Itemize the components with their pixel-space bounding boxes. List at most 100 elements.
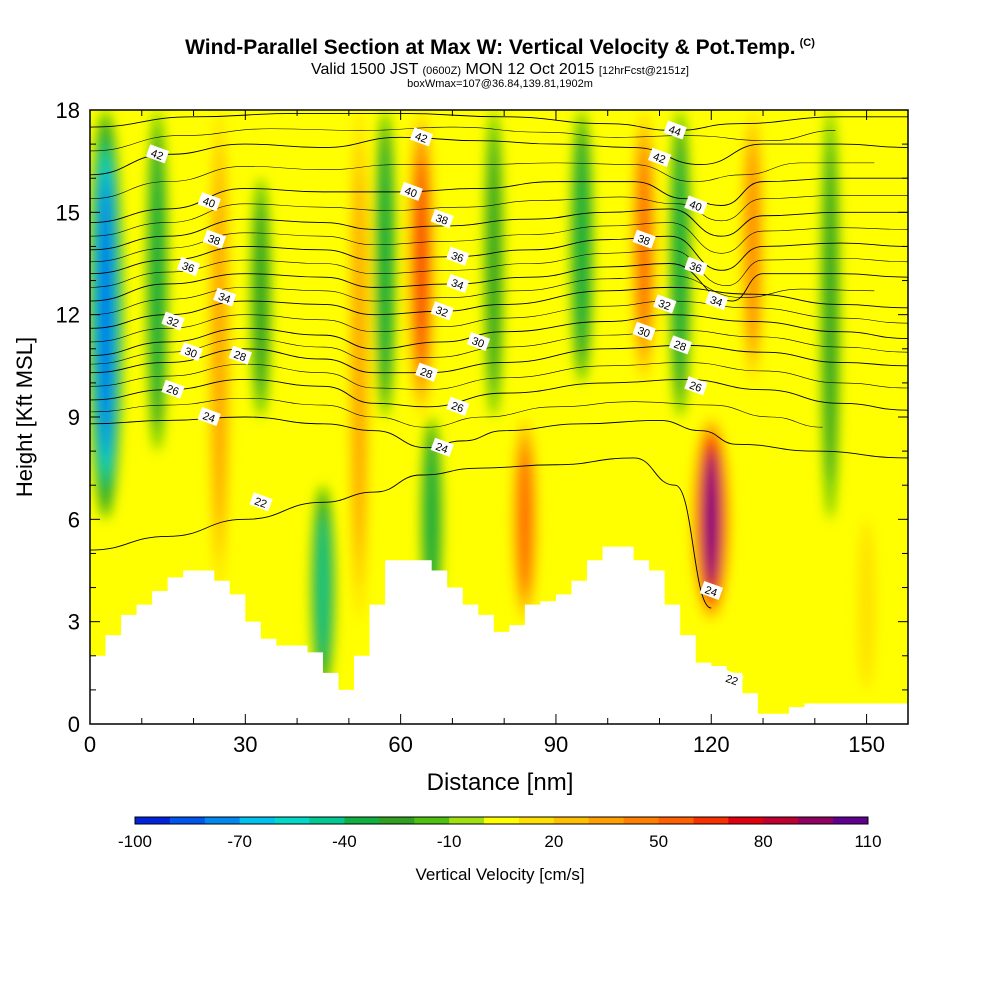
colorbar-tick-label: 20	[544, 832, 563, 851]
contour-label-text: 40	[688, 199, 704, 214]
theta-contour-22	[90, 457, 712, 609]
contour-label-text: 30	[470, 335, 486, 350]
contour-label-bg	[249, 492, 273, 512]
contour-label-15: 34	[446, 273, 470, 294]
contour-label-bg	[663, 120, 687, 140]
contour-label-bg	[161, 379, 185, 399]
y-tick-label: 9	[68, 405, 80, 430]
velocity-plume-4-level-3	[318, 515, 328, 660]
x-tick-label: 60	[388, 732, 412, 757]
contour-label-bg	[668, 335, 692, 355]
colorbar-swatch-17	[728, 817, 764, 824]
contour-label-bg	[653, 294, 677, 314]
contour-label-bg	[202, 229, 227, 249]
colorbar: -100 -70 -40 -10 20 50 80 110	[118, 816, 882, 851]
theta-contour-28	[90, 344, 908, 374]
contour-label-bg	[648, 147, 672, 167]
velocity-plume-2-level-2	[213, 171, 225, 527]
contour-label-21: 44	[663, 120, 687, 140]
colorbar-swatch-2	[204, 817, 241, 824]
contour-label-text: 42	[651, 151, 667, 166]
theta-contour-minor-10	[90, 126, 836, 152]
colorbar-tick-label: -70	[227, 832, 252, 851]
contour-label-text: 44	[667, 124, 683, 139]
forecast-info: [12hrFcst@2151z]	[598, 65, 689, 77]
contour-label-24: 38	[632, 229, 656, 249]
contour-label-9: 24	[197, 407, 221, 427]
colorbar-swatch-16	[693, 817, 729, 824]
contour-label-19: 26	[446, 396, 470, 416]
contour-label-13: 38	[430, 209, 454, 229]
contour-label-text: 40	[201, 195, 217, 210]
contour-label-text: 34	[216, 291, 232, 306]
velocity-plume-9-level-4	[520, 450, 530, 589]
contour-label-text: 28	[418, 366, 434, 381]
contour-label-12: 40	[399, 181, 423, 201]
contour-label-18: 28	[415, 362, 439, 382]
colorbar-tick-label: -40	[332, 832, 357, 851]
contour-label-3: 36	[176, 256, 201, 276]
x-axis-label: Distance [nm]	[427, 769, 574, 796]
theta-contour-42	[90, 136, 908, 176]
contour-label-text: 40	[403, 185, 419, 200]
colorbar-swatch-18	[763, 817, 799, 824]
velocity-plume-8-level-2	[426, 443, 437, 596]
theta-contour-minor-5	[90, 275, 875, 315]
contour-label-4: 34	[213, 287, 237, 307]
colorbar-swatch-0	[135, 817, 171, 824]
contour-label-bg	[632, 229, 656, 249]
contour-label-bg	[684, 376, 708, 396]
theta-contour-minor-2	[90, 362, 908, 391]
contour-label-text: 32	[434, 304, 450, 319]
copyright-mark: (C)	[799, 37, 815, 49]
theta-contour-44	[90, 112, 908, 131]
velocity-plume-17-level-0	[858, 519, 876, 690]
contour-label-bg	[684, 256, 708, 276]
contour-label-bg	[415, 362, 439, 382]
contour-label-text: 36	[688, 260, 704, 275]
velocity-plume-11-level-2	[576, 145, 588, 348]
velocity-plume-12-level-4	[639, 154, 649, 339]
contour-label-27: 32	[653, 294, 677, 314]
contour-label-bg	[409, 127, 434, 147]
theta-contour-minor-6	[90, 249, 908, 288]
theta-contour-26	[90, 379, 908, 411]
theta-contour-40	[90, 177, 908, 224]
contour-label-30: 26	[684, 376, 708, 396]
velocity-plume-0-level-7	[101, 185, 110, 444]
contour-label-text: 38	[434, 212, 450, 227]
contour-label-23: 40	[684, 195, 708, 215]
contour-label-bg	[430, 437, 454, 457]
colorbar-tick-label: 80	[754, 832, 773, 851]
contour-label-bg	[197, 407, 221, 427]
theta-contour-minor-8	[90, 194, 908, 237]
contour-label-text: 42	[149, 148, 165, 163]
contour-label-bg	[228, 345, 252, 365]
contour-label-32: 22	[720, 669, 744, 689]
y-tick-label: 15	[56, 200, 80, 225]
colorbar-swatch-9	[449, 817, 485, 824]
contour-label-16: 32	[430, 301, 454, 321]
colorbar-swatch-10	[484, 817, 520, 824]
contour-label-25: 36	[684, 256, 708, 276]
colorbar-swatch-19	[798, 817, 834, 824]
chart-title-text: Wind-Parallel Section at Max W: Vertical…	[185, 36, 796, 59]
colorbar-swatch-14	[623, 817, 660, 824]
y-tick-label: 6	[68, 507, 80, 532]
colorbar-swatch-13	[588, 817, 625, 824]
y-tick-label: 18	[56, 98, 80, 123]
y-axis-label: Height [Kft MSL]	[12, 337, 37, 497]
contour-label-6: 30	[179, 342, 203, 362]
velocity-plume-16-level-1	[824, 146, 837, 483]
contour-label-bg	[161, 311, 185, 331]
colorbar-swatch-5	[309, 817, 345, 824]
contour-label-17: 30	[466, 331, 491, 352]
contour-label-text: 32	[165, 315, 181, 330]
theta-contour-38	[90, 208, 908, 251]
contour-label-0: 42	[145, 144, 170, 164]
theta-contour-minor-9	[90, 162, 875, 199]
colorbar-swatch-12	[553, 817, 590, 824]
velocity-plume-15-level-3	[747, 150, 758, 342]
